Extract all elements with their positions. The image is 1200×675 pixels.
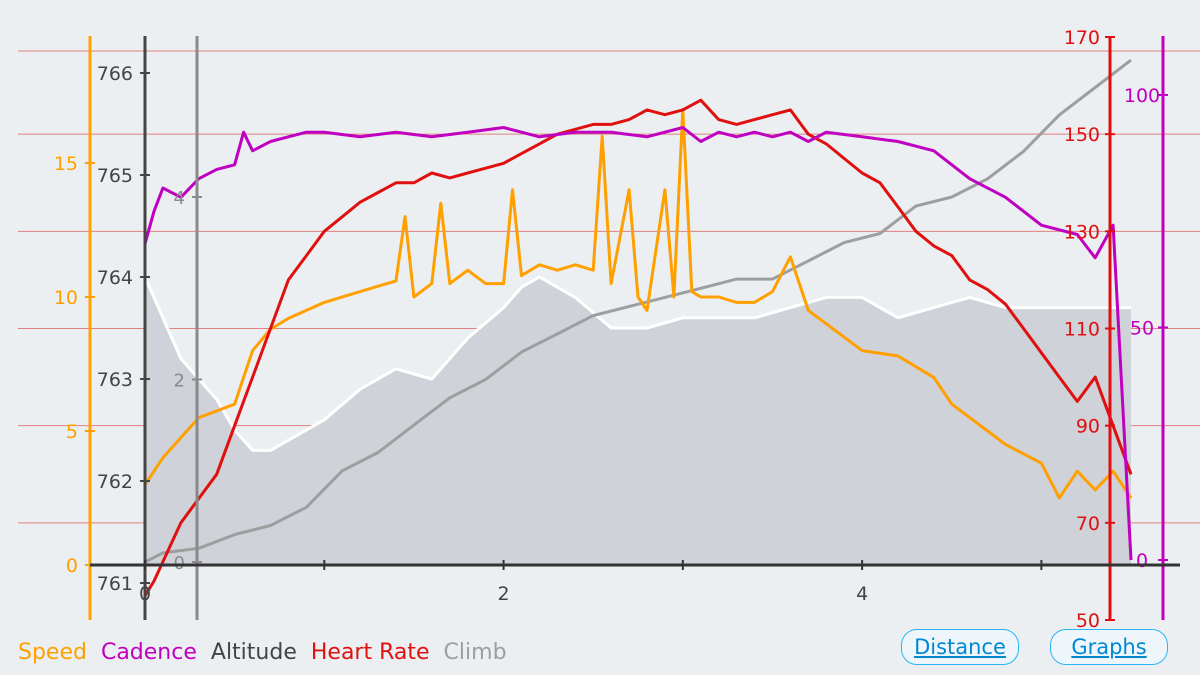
heart-rate-line	[143, 98, 1133, 597]
legend-heart-rate: Heart Rate	[310, 640, 430, 665]
heart-rate-axis-label-130: 130	[1064, 221, 1100, 243]
x-label-2: 2	[498, 583, 510, 605]
heart-rate-axis-label-90: 90	[1076, 416, 1100, 438]
cadence-axis-label-0: 0	[1136, 550, 1148, 572]
altitude-axis-label-765: 765	[97, 165, 133, 187]
heart-rate-axis-label-150: 150	[1064, 124, 1100, 146]
legend: Speed Cadence Altitude Heart Rate Climb	[18, 640, 521, 665]
speed-axis-label-0: 0	[66, 555, 78, 577]
altitude-axis-label-764: 764	[97, 267, 133, 289]
series-layer	[143, 58, 1133, 597]
speed-line	[143, 107, 1133, 500]
cadence-axis-label-100: 100	[1124, 85, 1160, 107]
speed-axis-label-5: 5	[66, 421, 78, 443]
altitude-axis-label-762: 762	[97, 471, 133, 493]
cadence-axis-label-50: 50	[1130, 318, 1154, 340]
legend-climb: Climb	[443, 640, 507, 665]
speed-axis-label-15: 15	[54, 153, 78, 175]
cadence-line	[143, 126, 1133, 561]
graphs-button[interactable]: Graphs	[1050, 629, 1168, 665]
climb-axis-label-4: 4	[174, 188, 185, 209]
heart-rate-axis-label-170: 170	[1064, 27, 1100, 49]
distance-button[interactable]: Distance	[901, 629, 1019, 665]
altitude-line	[143, 275, 1131, 452]
axes-layer: 0 5 10 15 761 762 763 764 765 766 0 2 4 50 70 90 110 130 1…	[54, 27, 1180, 630]
altitude-fill-layer	[145, 277, 1131, 565]
altitude-area	[145, 277, 1131, 565]
x-label-4: 4	[856, 583, 868, 605]
legend-cadence: Cadence	[100, 640, 197, 665]
climb-axis-label-2: 2	[174, 371, 185, 392]
legend-speed: Speed	[18, 640, 87, 665]
heart-rate-axis-label-110: 110	[1064, 319, 1100, 341]
altitude-axis-label-761: 761	[97, 573, 133, 595]
speed-axis-label-10: 10	[54, 287, 78, 309]
chart-canvas: 0 5 10 15 761 762 763 764 765 766 0 2 4 50 70 90 110 130 1…	[18, 27, 1200, 630]
x-label-0: 0	[139, 583, 151, 605]
climb-line	[144, 58, 1132, 564]
heart-rate-axis-label-50: 50	[1076, 610, 1100, 630]
heart-rate-axis-label-70: 70	[1076, 513, 1100, 535]
altitude-axis-label-763: 763	[97, 369, 133, 391]
altitude-axis-label-766: 766	[97, 63, 133, 85]
legend-altitude: Altitude	[210, 640, 297, 665]
